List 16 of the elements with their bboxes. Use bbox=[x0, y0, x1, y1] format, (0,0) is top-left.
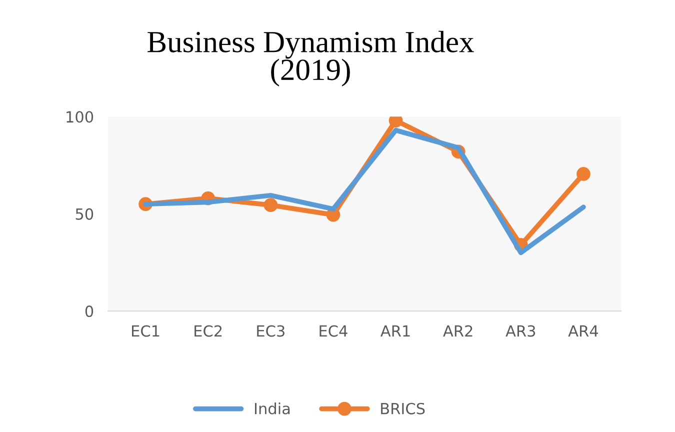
x-tick-label: AR1 bbox=[380, 325, 410, 337]
y-tick-label: 50 bbox=[76, 208, 94, 220]
x-tick-label: EC3 bbox=[257, 325, 284, 337]
x-tick-label: EC2 bbox=[194, 325, 222, 337]
legend-label: India bbox=[254, 402, 290, 414]
x-tick-label: AR4 bbox=[568, 325, 598, 337]
y-tick-label: 100 bbox=[66, 111, 94, 123]
y-tick-label: 0 bbox=[85, 306, 94, 318]
x-tick-label: EC1 bbox=[132, 325, 160, 337]
x-tick-label: AR2 bbox=[443, 325, 472, 337]
point bbox=[264, 198, 278, 212]
x-tick-label: AR3 bbox=[506, 325, 536, 337]
x-tick-label: EC4 bbox=[320, 325, 348, 337]
chart-title: Business Dynamism Index (2019) bbox=[148, 30, 474, 86]
legend-label: BRICS bbox=[381, 402, 425, 414]
point bbox=[576, 167, 590, 181]
